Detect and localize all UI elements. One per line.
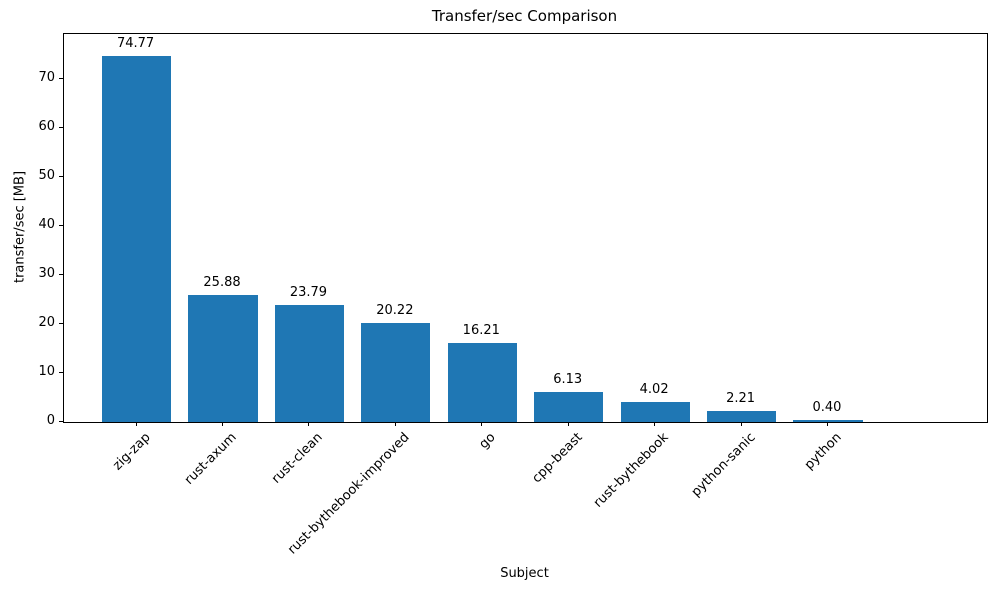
bar-value-label: 20.22 — [376, 302, 414, 318]
bar-value-label: 16.21 — [462, 322, 500, 338]
x-tick-mark — [740, 422, 742, 426]
y-tick-mark — [59, 372, 63, 373]
bar — [188, 295, 258, 422]
bar-value-label: 23.79 — [289, 285, 328, 301]
y-tick-mark — [59, 274, 63, 276]
x-tick-label: rust-bythebook — [591, 430, 672, 511]
x-tick-mark — [567, 422, 569, 426]
x-tick-mark — [222, 422, 224, 426]
bar-value-label: 25.88 — [203, 275, 241, 291]
x-tick-mark — [481, 422, 483, 426]
bar — [706, 411, 777, 422]
bar-value-label: 2.21 — [726, 391, 756, 407]
y-tick-label: 70 — [38, 70, 55, 86]
bar-value-label: 4.02 — [639, 382, 669, 398]
y-tick-label: 60 — [38, 119, 55, 135]
y-tick-mark — [59, 127, 63, 129]
y-axis-label: transfer/sec [MB] — [12, 170, 28, 284]
y-tick-label: 0 — [46, 413, 55, 428]
bar — [447, 342, 517, 422]
chart-title: Transfer/sec Comparison — [431, 7, 618, 25]
bar — [361, 322, 431, 422]
x-tick-label: zig-zap — [109, 430, 154, 474]
x-axis-label: Subject — [500, 566, 549, 581]
bar — [620, 402, 690, 422]
y-tick-mark — [59, 323, 63, 325]
bar — [793, 420, 863, 422]
bar — [534, 391, 604, 422]
bar — [274, 305, 344, 422]
x-tick-label: rust-axum — [181, 430, 240, 488]
y-tick-label: 40 — [38, 217, 55, 233]
bar-value-label: 6.13 — [553, 371, 583, 387]
plot-area — [63, 33, 988, 423]
y-tick-label: 10 — [38, 364, 55, 379]
x-tick-mark — [394, 422, 396, 426]
y-tick-mark — [59, 225, 63, 227]
x-tick-label: python-sanic — [688, 430, 759, 500]
x-tick-mark — [135, 422, 137, 426]
x-tick-label: python — [801, 430, 845, 473]
x-tick-label: go — [476, 430, 499, 453]
x-tick-mark — [826, 422, 828, 426]
y-tick-mark — [59, 176, 63, 178]
x-tick-label: cpp-beast — [529, 430, 586, 487]
y-tick-label: 30 — [38, 266, 55, 282]
x-tick-label: rust-clean — [269, 430, 327, 487]
y-tick-label: 20 — [38, 315, 55, 331]
bar-value-label: 74.77 — [116, 35, 155, 51]
y-tick-mark — [59, 421, 63, 422]
x-tick-mark — [654, 422, 656, 426]
bar — [102, 55, 172, 422]
y-tick-mark — [59, 78, 63, 80]
x-tick-mark — [308, 422, 310, 426]
bar-value-label: 0.40 — [812, 400, 842, 416]
y-tick-label: 50 — [38, 168, 55, 184]
